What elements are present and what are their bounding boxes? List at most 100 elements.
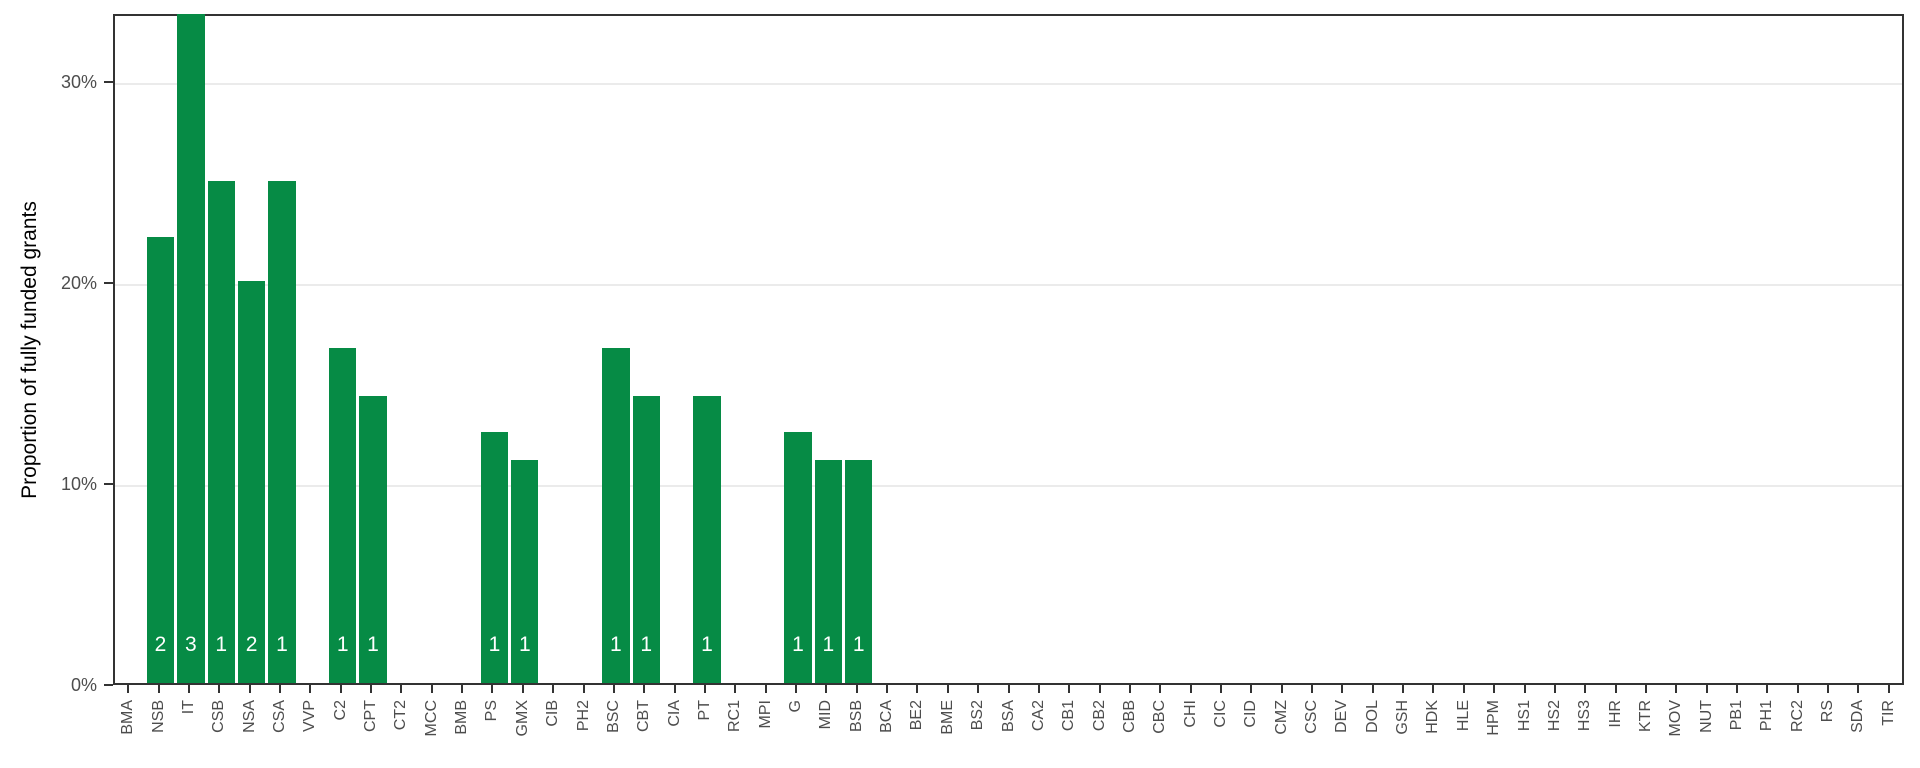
x-category-label-BE2: BE2 bbox=[908, 700, 926, 731]
x-tick-mark-BE2 bbox=[916, 685, 919, 693]
x-category-label-C2: C2 bbox=[331, 700, 349, 721]
bar-BSC: 1 bbox=[602, 347, 630, 683]
x-tick-mark-CMZ bbox=[1280, 685, 1283, 693]
y-tick-mark-30 bbox=[104, 81, 113, 84]
bar-count-label-PS: 1 bbox=[488, 633, 501, 656]
x-category-label-NUT: NUT bbox=[1697, 700, 1715, 733]
x-category-label-CIA: CIA bbox=[665, 700, 683, 727]
x-tick-mark-CBT bbox=[643, 685, 646, 693]
bar-count-label-CBT: 1 bbox=[640, 633, 653, 656]
x-category-label-HLE: HLE bbox=[1454, 700, 1472, 732]
x-tick-mark-BMB bbox=[461, 685, 464, 693]
x-category-label-RS: RS bbox=[1819, 700, 1837, 723]
bar-count-label-CSB: 1 bbox=[215, 633, 228, 656]
x-tick-mark-CSC bbox=[1311, 685, 1314, 693]
bar-count-label-IT: 3 bbox=[185, 633, 197, 656]
bar-PS: 1 bbox=[480, 431, 509, 683]
x-tick-mark-RC2 bbox=[1796, 685, 1799, 693]
x-category-label-PH1: PH1 bbox=[1758, 700, 1776, 732]
x-tick-mark-HS2 bbox=[1553, 685, 1556, 693]
x-category-label-CSA: CSA bbox=[270, 700, 288, 733]
x-category-label-HDK: HDK bbox=[1424, 700, 1442, 734]
x-category-label-BSC: BSC bbox=[604, 700, 622, 733]
bar-count-label-GMX: 1 bbox=[518, 633, 531, 656]
x-category-label-PT: PT bbox=[695, 700, 713, 721]
x-category-label-RC2: RC2 bbox=[1788, 700, 1806, 733]
x-tick-mark-CIB bbox=[552, 685, 555, 693]
x-category-label-CT2: CT2 bbox=[392, 700, 410, 731]
x-category-label-KTR: KTR bbox=[1636, 700, 1654, 732]
x-category-label-BSA: BSA bbox=[999, 700, 1017, 733]
x-tick-mark-PB1 bbox=[1736, 685, 1739, 693]
x-tick-mark-CBB bbox=[1128, 685, 1131, 693]
bar-GMX: 1 bbox=[511, 460, 539, 683]
x-category-label-CA2: CA2 bbox=[1029, 700, 1047, 732]
bar-NSB: 2 bbox=[146, 237, 175, 683]
y-tick-label-0: 0% bbox=[70, 675, 97, 695]
bar-count-label-NSA: 2 bbox=[245, 633, 258, 656]
x-category-label-PH2: PH2 bbox=[574, 700, 592, 732]
bar-count-label-BSC: 1 bbox=[610, 633, 622, 656]
x-category-label-MOV: MOV bbox=[1667, 700, 1685, 737]
bar-CBT: 1 bbox=[632, 395, 660, 683]
bar-CSA: 1 bbox=[268, 180, 296, 683]
x-category-label-HPM: HPM bbox=[1485, 700, 1503, 736]
x-tick-mark-DOL bbox=[1371, 685, 1374, 693]
x-tick-mark-GSH bbox=[1402, 685, 1405, 693]
x-tick-mark-RC1 bbox=[734, 685, 737, 693]
x-category-label-GSH: GSH bbox=[1394, 700, 1412, 735]
bar-CSB: 1 bbox=[207, 180, 235, 683]
x-category-label-HS1: HS1 bbox=[1515, 700, 1533, 732]
x-category-label-CID: CID bbox=[1242, 700, 1260, 728]
x-category-label-BS2: BS2 bbox=[969, 700, 987, 731]
x-category-label-DOL: DOL bbox=[1363, 700, 1381, 733]
x-tick-mark-CSA bbox=[278, 685, 281, 693]
bar-count-label-NSB: 2 bbox=[154, 633, 167, 656]
x-category-label-CMZ: CMZ bbox=[1272, 700, 1290, 735]
x-tick-mark-DEV bbox=[1341, 685, 1344, 693]
x-tick-mark-NSA bbox=[248, 685, 251, 693]
x-tick-mark-GMX bbox=[521, 685, 524, 693]
bar-BSB: 1 bbox=[845, 460, 873, 683]
x-category-label-VVP: VVP bbox=[301, 700, 319, 733]
x-category-label-DEV: DEV bbox=[1333, 700, 1351, 733]
x-category-label-CBT: CBT bbox=[635, 700, 653, 732]
x-tick-mark-SDA bbox=[1857, 685, 1860, 693]
x-tick-mark-HLE bbox=[1462, 685, 1465, 693]
x-tick-mark-CB2 bbox=[1098, 685, 1101, 693]
x-tick-mark-CT2 bbox=[400, 685, 403, 693]
x-category-label-MCC: MCC bbox=[422, 700, 440, 737]
x-tick-mark-G bbox=[795, 685, 797, 693]
x-tick-mark-CA2 bbox=[1037, 685, 1040, 693]
x-tick-mark-MCC bbox=[430, 685, 433, 693]
x-tick-mark-MID bbox=[825, 685, 828, 693]
x-category-label-BCA: BCA bbox=[878, 700, 896, 733]
x-tick-mark-BS2 bbox=[977, 685, 980, 693]
x-category-label-BMA: BMA bbox=[119, 700, 137, 735]
x-category-label-MID: MID bbox=[817, 700, 835, 730]
x-category-label-CSB: CSB bbox=[210, 700, 228, 733]
bar-count-label-C2: 1 bbox=[336, 633, 349, 656]
x-tick-mark-BSA bbox=[1007, 685, 1010, 693]
x-tick-mark-BMA bbox=[127, 685, 130, 693]
x-tick-mark-BME bbox=[946, 685, 949, 693]
y-tick-mark-20 bbox=[104, 282, 113, 285]
x-tick-mark-BSB bbox=[855, 685, 858, 693]
x-tick-mark-PH1 bbox=[1766, 685, 1769, 693]
x-tick-mark-CHI bbox=[1189, 685, 1192, 693]
bar-IT: 3 bbox=[177, 14, 205, 683]
bar-count-label-BSB: 1 bbox=[852, 633, 865, 656]
x-tick-mark-CBC bbox=[1159, 685, 1162, 693]
x-tick-mark-CID bbox=[1250, 685, 1253, 693]
x-category-label-CB2: CB2 bbox=[1090, 700, 1108, 732]
x-tick-mark-NUT bbox=[1705, 685, 1708, 693]
x-category-label-IT: IT bbox=[179, 700, 197, 715]
x-category-label-PS: PS bbox=[483, 700, 501, 722]
x-tick-mark-CIC bbox=[1219, 685, 1222, 693]
x-tick-mark-PT bbox=[703, 685, 706, 693]
gridline-10 bbox=[115, 485, 1902, 488]
x-tick-mark-KTR bbox=[1644, 685, 1647, 693]
x-tick-mark-VVP bbox=[309, 685, 312, 693]
bar-count-label-MID: 1 bbox=[822, 633, 835, 656]
